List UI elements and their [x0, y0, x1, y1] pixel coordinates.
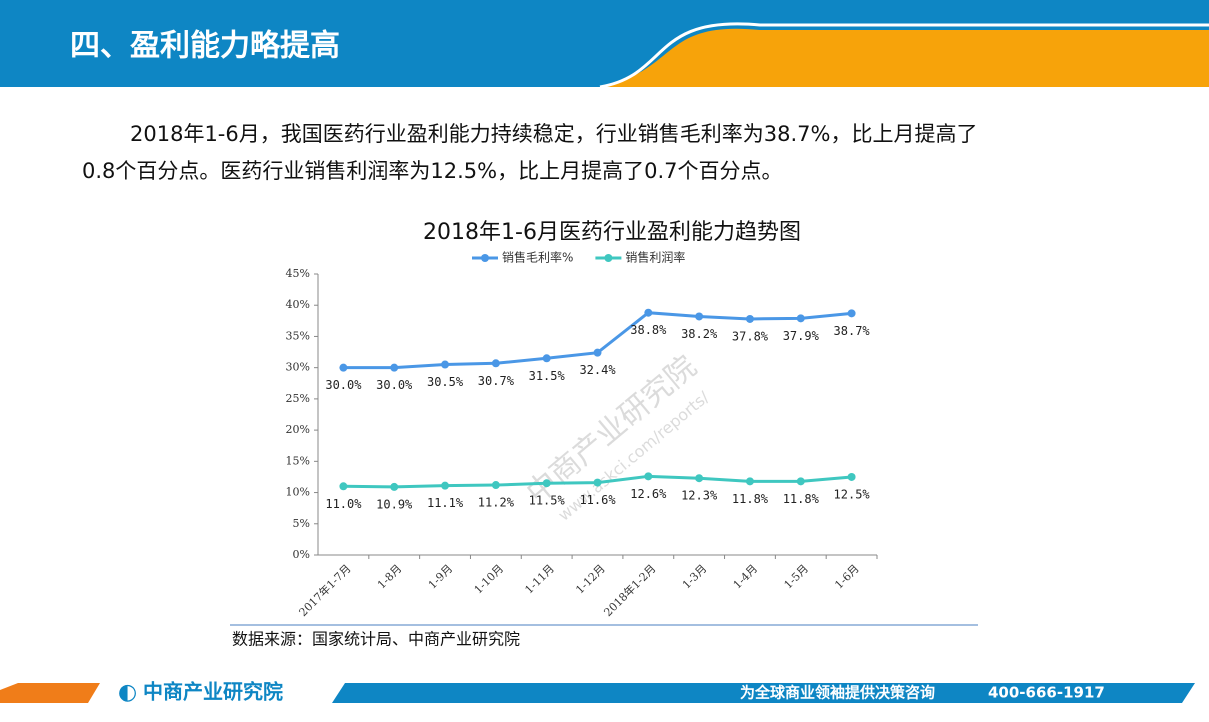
legend-dot	[604, 254, 613, 262]
header-accent	[600, 28, 1209, 87]
paragraph-line: 2018年1-6月，我国医药行业盈利能力持续稳定，行业销售毛利率为38.7%，比…	[130, 122, 977, 146]
data-label: 38.8%	[630, 323, 667, 337]
y-tick-label: 30%	[286, 361, 310, 374]
legend-label: 销售毛利率%	[502, 250, 573, 265]
data-point	[491, 481, 500, 490]
x-tick-label: 1-12月	[573, 562, 607, 596]
data-point	[339, 482, 348, 491]
data-label: 38.7%	[834, 324, 871, 338]
data-point	[695, 474, 704, 483]
data-point	[542, 479, 551, 488]
x-tick-label: 1-8月	[375, 562, 404, 591]
data-point	[441, 481, 450, 490]
data-label: 30.0%	[325, 378, 362, 392]
data-label: 11.5%	[529, 494, 566, 508]
data-point	[847, 472, 856, 481]
y-tick-label: 45%	[286, 267, 310, 280]
data-label: 31.5%	[529, 369, 566, 383]
legend-dot	[481, 254, 489, 262]
data-point	[644, 308, 653, 317]
y-tick-label: 35%	[286, 329, 310, 342]
y-tick-label: 25%	[286, 392, 310, 405]
data-point	[745, 477, 754, 486]
data-point	[847, 309, 856, 318]
y-tick-label: 40%	[286, 298, 310, 311]
data-label: 11.2%	[478, 496, 515, 510]
page-title: 四、盈利能力略提高	[70, 29, 340, 64]
x-tick-label: 1-5月	[782, 562, 811, 591]
y-tick-label: 10%	[286, 486, 310, 499]
data-point	[796, 314, 805, 323]
x-tick-label: 1-3月	[680, 562, 709, 591]
data-label: 12.3%	[681, 489, 718, 503]
data-label: 30.0%	[376, 378, 413, 392]
legend-label: 销售利润率	[625, 250, 685, 265]
data-label: 11.6%	[579, 493, 616, 507]
footer-slogan: 为全球商业领袖提供决策咨询	[740, 684, 935, 702]
data-point	[441, 360, 450, 369]
data-label: 30.7%	[478, 374, 515, 388]
data-label: 11.8%	[783, 492, 820, 506]
x-tick-label: 1-9月	[426, 562, 455, 591]
data-label: 37.9%	[783, 329, 820, 343]
paragraph-line: 0.8个百分点。医药行业销售利润率为12.5%，比上月提高了0.7个百分点。	[82, 159, 783, 183]
data-point	[796, 477, 805, 486]
chart-title: 2018年1-6月医药行业盈利能力趋势图	[423, 220, 801, 245]
y-tick-label: 20%	[286, 423, 310, 436]
data-label: 30.5%	[427, 375, 464, 389]
data-label: 10.9%	[376, 497, 413, 511]
y-tick-label: 0%	[293, 548, 310, 561]
data-label: 11.8%	[732, 492, 769, 506]
x-tick-label: 2018年1-2月	[601, 561, 659, 619]
data-point	[390, 482, 399, 491]
x-tick-label: 1-4月	[731, 562, 760, 591]
source: 数据来源：国家统计局、中商产业研究院	[232, 630, 520, 649]
x-tick-label: 2017年1-7月	[296, 561, 354, 619]
data-label: 32.4%	[579, 363, 616, 377]
footer-bar	[332, 683, 1195, 703]
data-label: 12.5%	[834, 487, 871, 501]
header-curve	[599, 22, 1209, 89]
data-point	[745, 314, 754, 323]
footer-accent	[0, 683, 100, 703]
data-label: 11.0%	[325, 497, 362, 511]
footer-logo-icon: ◐	[118, 680, 137, 705]
data-point	[593, 478, 602, 487]
series-line	[343, 311, 852, 370]
footer-phone: 400-666-1917	[988, 684, 1105, 702]
data-label: 11.1%	[427, 496, 464, 510]
y-tick-label: 5%	[293, 517, 310, 530]
data-point	[644, 472, 653, 481]
data-point	[491, 359, 500, 368]
x-tick-label: 1-6月	[832, 562, 861, 591]
data-label: 12.6%	[630, 487, 667, 501]
x-tick-label: 1-11月	[522, 562, 556, 596]
footer-logo: 中商产业研究院	[143, 680, 283, 704]
data-point	[339, 363, 348, 372]
data-point	[695, 312, 704, 321]
y-tick-label: 15%	[286, 454, 310, 467]
x-tick-label: 1-10月	[472, 562, 506, 596]
data-point	[542, 354, 551, 363]
data-label: 37.8%	[732, 329, 769, 343]
data-point	[390, 363, 399, 372]
data-label: 38.2%	[681, 327, 718, 341]
data-point	[593, 348, 602, 357]
